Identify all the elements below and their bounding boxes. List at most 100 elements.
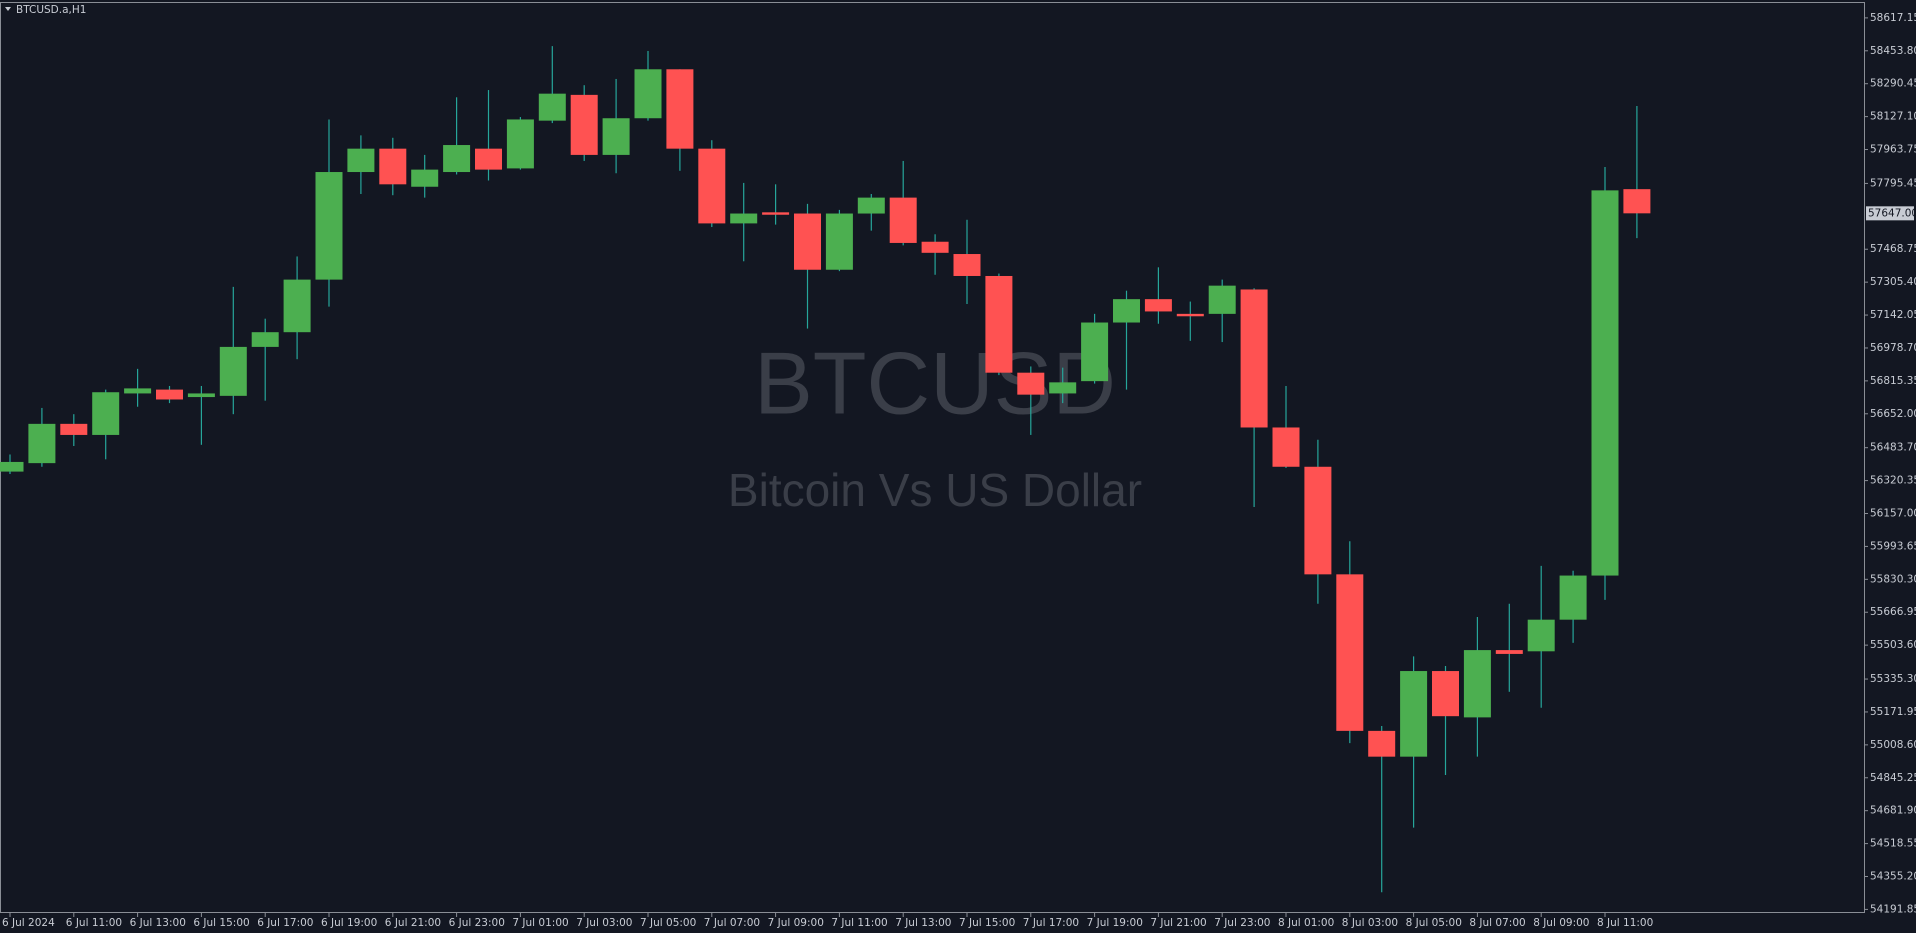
candle-body	[1176, 313, 1204, 317]
y-tick-label: 55666.95	[1870, 606, 1916, 618]
x-tick-label: 7 Jul 09:00	[768, 917, 824, 929]
candle-body	[1495, 650, 1523, 654]
x-tick-label: 6 Jul 15:00	[193, 917, 249, 929]
y-tick-label: 56483.70	[1870, 442, 1916, 454]
candle-body	[124, 388, 152, 394]
x-tick-label: 7 Jul 01:00	[512, 917, 568, 929]
candle-body	[475, 148, 502, 170]
x-tick-label: 7 Jul 03:00	[576, 917, 632, 929]
x-tick-label: 6 Jul 19:00	[321, 917, 377, 929]
y-tick-label: 56320.35	[1870, 475, 1916, 487]
x-tick-label: 7 Jul 17:00	[1023, 917, 1079, 929]
y-tick-label: 54191.85	[1870, 903, 1916, 915]
candle-body	[857, 197, 885, 214]
candle-body	[825, 213, 853, 270]
y-tick-label: 56652.00	[1870, 408, 1916, 420]
candle-body	[1400, 671, 1428, 757]
y-tick-label: 55008.60	[1870, 739, 1916, 751]
x-tick-label: 8 Jul 05:00	[1406, 917, 1462, 929]
symbol-menu-icon[interactable]	[5, 7, 11, 11]
candle-body	[634, 69, 662, 119]
candle-body	[762, 212, 790, 215]
candle-body	[1623, 189, 1651, 214]
x-tick-label: 8 Jul 01:00	[1278, 917, 1334, 929]
candle-body	[60, 423, 88, 435]
x-tick-label: 8 Jul 11:00	[1597, 917, 1653, 929]
candle-body	[1240, 289, 1268, 428]
candle-body	[1463, 650, 1491, 718]
x-tick-label: 8 Jul 03:00	[1342, 917, 1398, 929]
candle-body	[889, 197, 917, 243]
candle-body	[1017, 372, 1045, 395]
candle-body	[985, 275, 1013, 373]
candle-body	[1368, 730, 1396, 757]
candle-body	[347, 148, 375, 173]
x-tick-label: 7 Jul 15:00	[959, 917, 1015, 929]
candle-body	[411, 169, 439, 187]
x-tick-label: 6 Jul 21:00	[385, 917, 441, 929]
y-tick-label: 56157.00	[1870, 508, 1916, 520]
candle-body	[0, 461, 24, 472]
candle-body	[730, 213, 758, 224]
candle-body	[1591, 190, 1619, 576]
candle-body	[251, 332, 279, 347]
candle-body	[1272, 427, 1300, 467]
x-tick-label: 6 Jul 17:00	[257, 917, 313, 929]
candle-body	[506, 119, 534, 169]
candle-body	[156, 389, 183, 400]
candle-body	[1527, 619, 1555, 652]
candle-body	[187, 393, 215, 398]
candle-body	[666, 69, 694, 149]
candle-body	[1432, 671, 1459, 717]
candle-body	[315, 172, 343, 280]
candle-body	[921, 241, 949, 253]
y-tick-label: 55335.30	[1870, 673, 1916, 685]
x-tick-label: 7 Jul 21:00	[1150, 917, 1206, 929]
x-tick-label: 7 Jul 07:00	[704, 917, 760, 929]
candle-body	[1049, 382, 1077, 394]
y-tick-label: 55171.95	[1870, 706, 1916, 718]
x-tick-label: 8 Jul 09:00	[1533, 917, 1589, 929]
y-tick-label: 57963.75	[1870, 144, 1916, 156]
y-tick-label: 58127.10	[1870, 111, 1916, 123]
y-tick-label: 54518.55	[1870, 838, 1916, 850]
candle-body	[1336, 574, 1364, 731]
x-tick-label: 7 Jul 13:00	[895, 917, 951, 929]
y-tick-label: 57305.40	[1870, 276, 1916, 288]
candle-body	[1081, 322, 1109, 382]
candle-body	[28, 423, 56, 464]
candle-body	[1113, 299, 1140, 323]
y-tick-label: 56978.70	[1870, 342, 1916, 354]
x-tick-label: 6 Jul 2024	[2, 917, 55, 929]
y-tick-label: 58453.80	[1870, 45, 1916, 57]
y-tick-label: 55993.65	[1870, 540, 1916, 552]
candle-body	[1144, 299, 1172, 312]
candle-body	[698, 148, 726, 224]
current-price-label: 57647.00	[1868, 207, 1916, 219]
candle-body	[443, 145, 471, 173]
candle-body	[219, 346, 247, 396]
symbol-label: BTCUSD.a,H1	[16, 4, 86, 16]
candle-body	[1559, 575, 1587, 620]
candle-body	[538, 93, 566, 121]
candle-body	[92, 392, 120, 435]
y-tick-label: 55503.60	[1870, 639, 1916, 651]
y-tick-label: 58290.45	[1870, 78, 1916, 90]
y-tick-label: 57468.75	[1870, 243, 1916, 255]
candle-body	[283, 279, 311, 333]
x-tick-label: 6 Jul 13:00	[130, 917, 186, 929]
x-tick-label: 7 Jul 23:00	[1214, 917, 1270, 929]
x-tick-label: 7 Jul 11:00	[831, 917, 887, 929]
y-tick-label: 58617.15	[1870, 12, 1916, 24]
candle-body	[602, 118, 630, 155]
x-tick-label: 6 Jul 11:00	[66, 917, 122, 929]
y-tick-label: 54681.90	[1870, 805, 1916, 817]
x-tick-label: 8 Jul 07:00	[1469, 917, 1525, 929]
candle-body	[379, 148, 407, 185]
y-tick-label: 55830.30	[1870, 573, 1916, 585]
candle-body	[794, 213, 821, 270]
y-tick-label: 54355.20	[1870, 870, 1916, 882]
candle-body	[1304, 466, 1332, 575]
